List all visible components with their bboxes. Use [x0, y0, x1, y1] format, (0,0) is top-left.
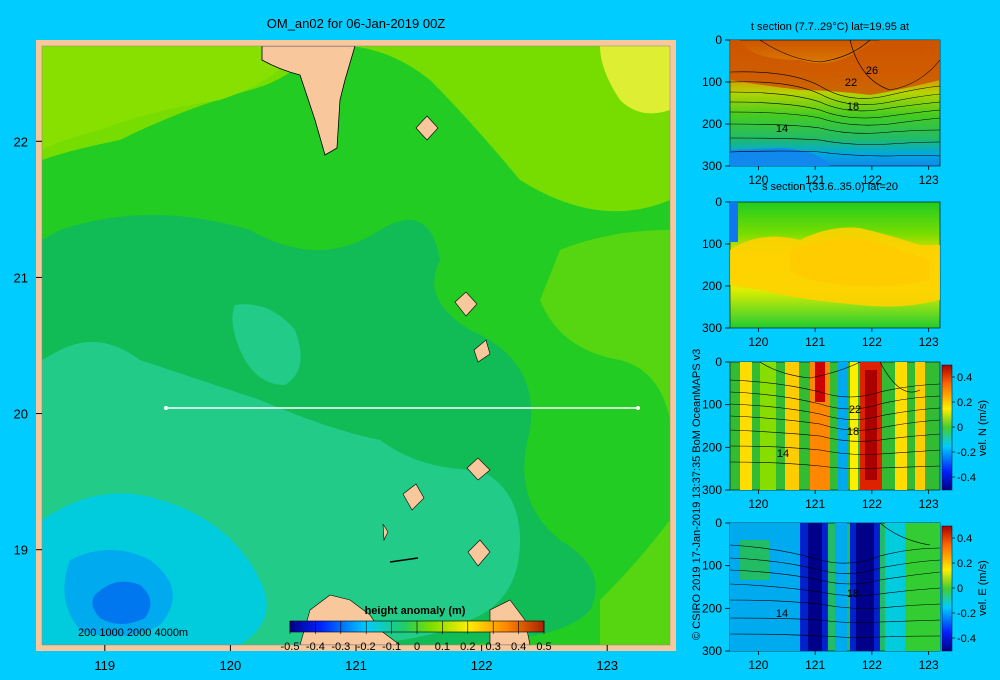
lon-tick-label: 122: [862, 173, 882, 187]
colorbar-tick-label: 0.4: [511, 641, 526, 653]
lon-tick-label: 122: [862, 497, 882, 511]
colorbar-tick-label: 0.1: [435, 641, 450, 653]
x-tick-label: 123: [596, 658, 618, 673]
vel-colorbar-tick-label: 0.4: [957, 533, 972, 545]
vel-colorbar-tick-label: -0.4: [957, 633, 976, 645]
credit-text: © CSIRO 2019 17-Jan-2019 13:37:35 BoM Oc…: [691, 349, 703, 640]
colorbar-title: height anomaly (m): [365, 605, 466, 617]
vel-colorbar-tick-label: -0.2: [957, 447, 976, 459]
lon-tick-label: 123: [919, 497, 939, 511]
colorbar-tick-label: -0.5: [281, 641, 300, 653]
height-colorbar: height anomaly (m) -0.5 -0.4 -0.3 -0.2 -0.1 0…: [281, 605, 552, 653]
depth-tick-label: 0: [715, 33, 722, 47]
colorbar-tick-label: 0.2: [460, 641, 475, 653]
contour-label: 26: [866, 65, 878, 77]
map-title: OM_an02 for 06-Jan-2019 00Z: [267, 16, 446, 31]
lon-tick-label: 120: [748, 658, 768, 672]
colorbar-tick-label: -0.3: [331, 641, 350, 653]
lon-tick-label: 122: [862, 335, 882, 349]
lon-tick-label: 120: [748, 497, 768, 511]
depth-tick-label: 200: [702, 440, 722, 454]
contour-label: 14: [776, 608, 788, 620]
x-tick-label: 120: [220, 658, 242, 673]
map-x-axis: 119 120 121 122 123: [94, 645, 618, 673]
colorbar-tick-label: -0.4: [306, 641, 325, 653]
vel-colorbar-tick-label: 0: [957, 583, 963, 595]
velocity-e-contours: [729, 522, 941, 638]
panel-title: s section (33.6..35.0) lat=20: [762, 181, 898, 193]
lon-tick-label: 121: [805, 173, 825, 187]
height-anomaly-field: [42, 46, 670, 645]
depth-tick-label: 200: [702, 601, 722, 615]
depth-tick-label: 100: [702, 75, 722, 89]
lon-tick-label: 121: [805, 335, 825, 349]
depth-tick-label: 0: [715, 355, 722, 369]
colorbar-tick-label: 0.3: [486, 641, 501, 653]
colorbar-tick-label: -0.2: [357, 641, 376, 653]
depth-tick-label: 100: [702, 559, 722, 573]
colorbar-label: vel. E (m/s): [977, 560, 989, 616]
depth-tick-label: 0: [715, 195, 722, 209]
contour-label: 18: [847, 588, 859, 600]
contour-label: 14: [777, 448, 789, 460]
contour-label: 22: [849, 404, 861, 416]
vel-colorbar-tick-label: 0.2: [957, 397, 972, 409]
depth-tick-label: 300: [702, 483, 722, 497]
colorbar-label: vel. N (m/s): [977, 400, 989, 456]
depth-tick-label: 300: [702, 644, 722, 658]
temperature-contours: [729, 39, 941, 157]
x-tick-label: 122: [471, 658, 493, 673]
y-tick-label: 20: [14, 407, 28, 422]
velocity-n-contours: [729, 361, 941, 469]
depth-tick-label: 300: [702, 159, 722, 173]
x-tick-label: 119: [94, 658, 115, 673]
depth-tick-label: 200: [702, 279, 722, 293]
lon-tick-label: 120: [748, 173, 768, 187]
depth-tick-label: 0: [715, 516, 722, 530]
x-tick-label: 121: [345, 658, 367, 673]
vel-colorbar-tick-label: 0.2: [957, 558, 972, 570]
contour-label: 14: [776, 123, 788, 135]
depth-tick-label: 100: [702, 237, 722, 251]
panel-title: t section (7.7..29°C) lat=19.95 at: [751, 21, 909, 33]
vel-colorbar-tick-label: 0: [957, 422, 963, 434]
colorbar-tick-label: 0: [414, 641, 420, 653]
y-tick-label: 21: [14, 270, 28, 285]
depth-tick-label: 100: [702, 398, 722, 412]
colorbar-tick-label: 0.5: [536, 641, 551, 653]
vel-colorbar-tick-label: 0.4: [957, 372, 972, 384]
north-velocity-panel: 22 18 14 0 100 200 300 120 121 122 123 0.4 0.2 0 -0…: [702, 355, 989, 511]
lon-tick-label: 121: [805, 658, 825, 672]
temperature-section-panel: t section (7.7..29°C) lat=19.95 at 26 22 1…: [702, 21, 941, 187]
contour-label: 18: [847, 426, 859, 438]
lon-tick-label: 122: [862, 658, 882, 672]
vel-colorbar-tick-label: -0.4: [957, 472, 976, 484]
vel-colorbar-tick-label: -0.2: [957, 608, 976, 620]
east-velocity-panel: 18 14 0 100 200 300 120 121 122 123 0.4 0.2 0 -0.2…: [702, 516, 989, 672]
depth-tick-label: 300: [702, 321, 722, 335]
y-tick-label: 19: [14, 543, 28, 558]
salinity-section-panel: s section (33.6..35.0) lat=20 0 100 200 300…: [702, 181, 941, 349]
lon-tick-label: 123: [919, 658, 939, 672]
lon-tick-label: 123: [919, 335, 939, 349]
lon-tick-label: 123: [919, 173, 939, 187]
y-tick-label: 22: [14, 134, 28, 149]
map-y-axis: 22 21 20 19: [14, 134, 42, 558]
lon-tick-label: 121: [805, 497, 825, 511]
colorbar-tick-label: -0.1: [382, 641, 401, 653]
contour-label: 18: [847, 101, 859, 113]
lon-tick-label: 120: [748, 335, 768, 349]
depth-tick-label: 200: [702, 117, 722, 131]
depth-legend: 200 1000 2000 4000m: [78, 627, 188, 639]
contour-label: 22: [845, 77, 857, 89]
